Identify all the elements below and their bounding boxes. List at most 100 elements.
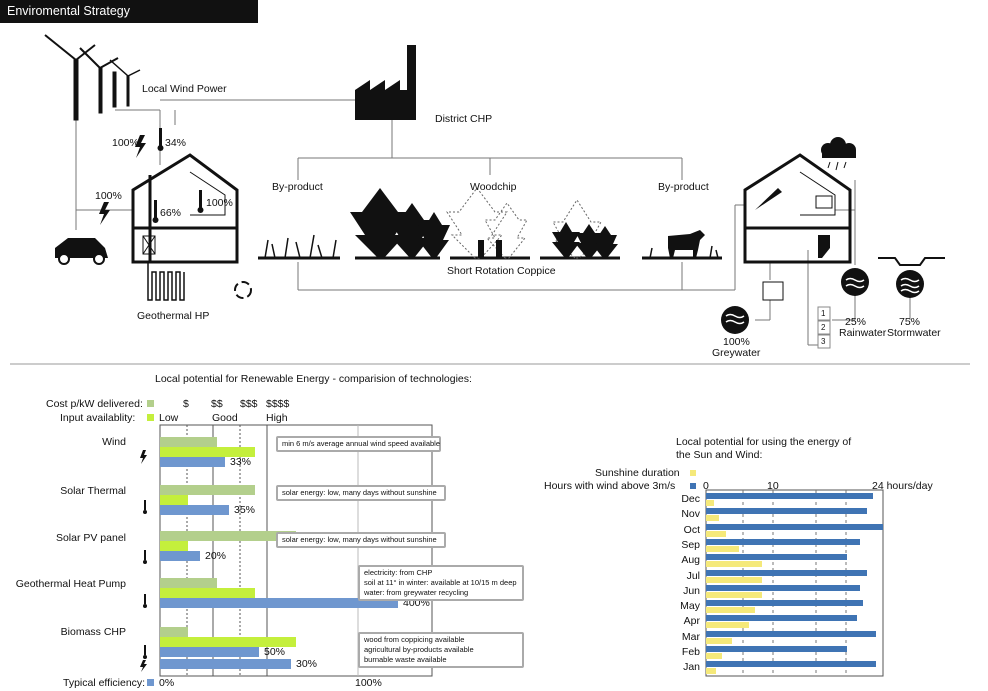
cost-bar-1 xyxy=(160,485,255,495)
month-label: Mar xyxy=(681,630,700,643)
wind-bar xyxy=(706,600,863,607)
wind-bar xyxy=(706,615,857,622)
greywater-pct: 100% xyxy=(723,336,750,348)
note-line: water: from greywater recycling xyxy=(364,588,469,597)
efficiency-value-4: 50% xyxy=(264,646,286,658)
axis-100: 100% xyxy=(355,677,382,689)
note-line: agricultural by-products available xyxy=(364,645,474,654)
efficiency-bar-4 xyxy=(160,647,259,657)
tech-name-2: Solar PV panel xyxy=(55,532,126,544)
pct-66: 66% xyxy=(160,207,182,219)
efficiency-bar-1 xyxy=(160,505,229,515)
pct-100-left: 100% xyxy=(112,137,139,149)
scale-input-good: Good xyxy=(212,412,238,424)
tech-name-4: Biomass CHP xyxy=(60,626,126,638)
tank-3: 3 xyxy=(821,337,826,346)
scale-input-low: Low xyxy=(159,412,179,424)
efficiency-bar-2-4 xyxy=(160,659,291,669)
page-title: Enviromental Strategy xyxy=(0,0,258,23)
tank-1: 1 xyxy=(821,309,826,318)
wind-bar xyxy=(706,493,873,499)
cost-bar-2 xyxy=(160,531,296,541)
sunshine-bar xyxy=(706,500,714,506)
efficiency-value-1: 35% xyxy=(234,504,256,516)
efficiency-swatch xyxy=(147,679,154,686)
sunshine-bar xyxy=(706,561,762,568)
sunshine-bar xyxy=(706,515,719,522)
efficiency-bar-0 xyxy=(160,457,225,467)
note-line: soil at 11° in winter: available at 10/1… xyxy=(364,578,517,587)
note-line: solar energy: low, many days without sun… xyxy=(282,488,437,497)
pct-34: 34% xyxy=(165,137,187,149)
month-label: Dec xyxy=(681,493,700,505)
byproduct-left-label: By-product xyxy=(272,181,323,193)
axis-24-hours: 24 hours/day xyxy=(872,480,933,492)
note-line: wood from coppicing available xyxy=(364,635,465,644)
input-label: Input availablity: xyxy=(60,412,136,424)
stormwater-label: Stormwater xyxy=(887,327,941,339)
month-label: Jul xyxy=(686,569,700,582)
sunshine-bar xyxy=(706,591,762,598)
efficiency-bar-2 xyxy=(160,551,200,561)
efficiency-label: Typical efficiency: xyxy=(63,677,146,689)
legend-sun-label: Sunshine duration xyxy=(595,467,680,479)
tech-name-3: Geothermal Heat Pump xyxy=(15,578,126,590)
district-chp-label: District CHP xyxy=(435,113,493,125)
wind-bar xyxy=(706,584,860,591)
sunshine-bar xyxy=(706,653,722,659)
note-line: solar energy: low, many days without sun… xyxy=(282,535,437,544)
month-label: Aug xyxy=(681,554,700,567)
sunshine-bar xyxy=(706,668,716,675)
legend-wind-swatch xyxy=(690,483,696,489)
efficiency-value-2: 20% xyxy=(205,550,227,562)
scale-cost-4: $$$$ xyxy=(266,398,290,410)
wind-bar xyxy=(706,523,883,530)
month-label: May xyxy=(680,600,700,613)
month-label: Nov xyxy=(681,508,700,521)
note-line: electricity: from CHP xyxy=(364,568,433,577)
sunshine-bar xyxy=(706,637,732,644)
month-label: Jan xyxy=(683,661,700,674)
scale-cost-2: $$ xyxy=(211,398,223,410)
legend-wind-label: Hours with wind above 3m/s xyxy=(544,480,676,492)
input-bar-3 xyxy=(160,588,255,598)
sunwind-heading-2: the Sun and Wind: xyxy=(676,449,763,461)
note-line: min 6 m/s average annual wind speed avai… xyxy=(282,439,441,448)
cost-swatch xyxy=(147,400,154,407)
legend-sun-swatch xyxy=(690,470,696,476)
efficiency-value-0: 33% xyxy=(230,456,252,468)
month-label: Apr xyxy=(683,615,700,628)
scale-cost-1: $ xyxy=(183,398,189,410)
input-bar-0 xyxy=(160,447,255,457)
input-bar-4 xyxy=(160,637,296,647)
note-box-1: solar energy: low, many days without sun… xyxy=(276,485,446,501)
sunshine-bar xyxy=(706,530,726,537)
axis-10-hours: 10 xyxy=(767,480,779,492)
geothermal-hp-label: Geothermal HP xyxy=(137,310,210,322)
efficiency-value-2-4: 30% xyxy=(296,658,318,670)
note-box-0: min 6 m/s average annual wind speed avai… xyxy=(276,436,441,452)
month-label: Jun xyxy=(683,584,700,597)
cost-label: Cost p/kW delivered: xyxy=(46,398,143,410)
wind-bar xyxy=(706,646,847,652)
wind-bar xyxy=(706,538,860,545)
input-bar-2 xyxy=(160,541,188,551)
scale-cost-3: $$$ xyxy=(240,398,258,410)
pct-100-house: 100% xyxy=(206,197,233,209)
byproduct-right-label: By-product xyxy=(658,181,709,193)
wind-bar xyxy=(706,661,876,668)
month-label: Feb xyxy=(681,646,700,658)
sunwind-heading-1: Local potential for using the energy of xyxy=(676,436,852,448)
sunshine-bar xyxy=(706,622,749,629)
tank-2: 2 xyxy=(821,323,826,332)
month-label: Oct xyxy=(683,523,700,536)
note-box-3: electricity: from CHP soil at 11° in wint… xyxy=(358,565,524,601)
cost-bar-4 xyxy=(160,627,188,637)
tech-name-0: Wind xyxy=(102,436,126,448)
tech-name-1: Solar Thermal xyxy=(60,485,126,497)
rainwater-label: Rainwater xyxy=(839,327,887,339)
wind-bar xyxy=(706,630,876,637)
wind-power-label: Local Wind Power xyxy=(142,83,227,95)
sunshine-bar xyxy=(706,576,762,583)
month-label: Sep xyxy=(681,538,700,551)
